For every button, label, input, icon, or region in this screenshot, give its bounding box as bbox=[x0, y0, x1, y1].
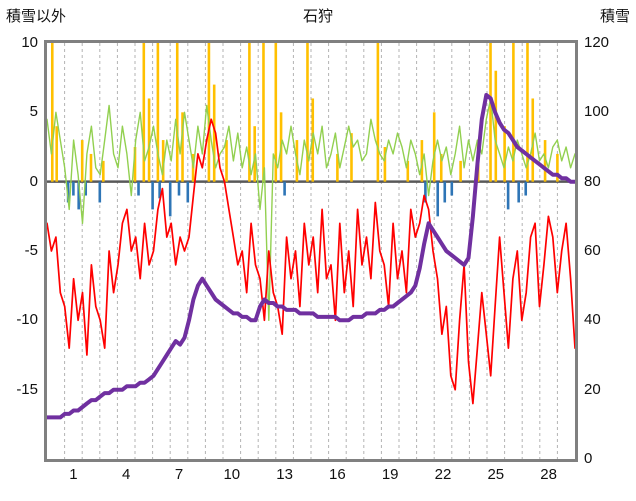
left-axis-tick-label: 0 bbox=[29, 172, 38, 190]
blue-bars-bar bbox=[98, 181, 102, 203]
orange-bars-bar bbox=[376, 43, 380, 182]
x-axis-tick-label: 13 bbox=[276, 466, 293, 483]
blue-bars-bar bbox=[443, 181, 447, 203]
right-axis-tick-label: 40 bbox=[584, 311, 601, 329]
orange-bars-bar bbox=[225, 140, 228, 182]
orange-bars-bar bbox=[406, 160, 410, 182]
orange-bars-bar bbox=[175, 43, 179, 182]
orange-bars-bar bbox=[207, 43, 211, 182]
right-axis-tick-label: 120 bbox=[584, 34, 610, 51]
blue-bars-bar bbox=[77, 181, 80, 210]
right-axis-tick-label: 80 bbox=[584, 172, 601, 190]
orange-bars-bar bbox=[55, 126, 58, 182]
left-axis-tick-label: 5 bbox=[29, 103, 38, 121]
blue-bars-bar bbox=[72, 181, 75, 196]
x-axis-tick-label: 25 bbox=[487, 466, 505, 483]
orange-bars-bar bbox=[102, 160, 105, 182]
orange-bars-bar bbox=[248, 43, 251, 182]
blue-bars-bar bbox=[151, 181, 154, 210]
orange-bars-bar bbox=[556, 153, 559, 182]
left-axis-tick-label: -15 bbox=[16, 380, 38, 398]
x-axis-tick-label: 22 bbox=[434, 466, 452, 483]
orange-bars-bar bbox=[133, 147, 137, 182]
left-axis-tick-label: -10 bbox=[16, 311, 38, 329]
blue-bars-bar bbox=[66, 181, 70, 203]
green-line bbox=[47, 97, 575, 321]
orange-bars-bar bbox=[432, 112, 436, 182]
orange-bars-bar bbox=[543, 140, 547, 182]
orange-bars-bar bbox=[439, 153, 443, 182]
left-axis-tick-label: -5 bbox=[24, 242, 38, 259]
blue-bars-bar bbox=[517, 181, 520, 203]
orange-bars-bar bbox=[274, 43, 278, 182]
orange-bars-bar bbox=[350, 133, 353, 182]
orange-bars-bar bbox=[50, 43, 54, 182]
x-axis-tick-label: 19 bbox=[381, 466, 399, 483]
orange-bars-bar bbox=[262, 43, 265, 182]
orange-bars-bar bbox=[531, 98, 535, 182]
blue-bars-bar bbox=[84, 181, 88, 196]
x-axis-tick-label: 4 bbox=[122, 466, 131, 483]
blue-bars-bar bbox=[524, 181, 528, 196]
x-axis-tick-label: 28 bbox=[540, 466, 557, 483]
orange-bars-bar bbox=[142, 43, 146, 182]
blue-bars-bar bbox=[186, 181, 190, 203]
red-line bbox=[47, 118, 575, 405]
blue-bars-bar bbox=[137, 181, 140, 196]
chart-plot-area bbox=[47, 43, 575, 459]
plot-frame bbox=[44, 40, 578, 462]
right-axis-tick-label: 0 bbox=[584, 450, 593, 467]
orange-bars-bar bbox=[512, 43, 515, 182]
orange-bars-bar bbox=[494, 70, 498, 182]
right-axis-tick-label: 20 bbox=[584, 380, 601, 398]
orange-bars-bar bbox=[526, 43, 529, 182]
orange-bars-bar bbox=[80, 140, 84, 182]
orange-bars-bar bbox=[306, 43, 309, 182]
orange-bars-bar bbox=[147, 98, 151, 182]
orange-bars-bar bbox=[420, 140, 424, 182]
orange-bars-bar bbox=[459, 160, 462, 182]
orange-bars-bar bbox=[212, 84, 216, 182]
right-axis-tick-label: 60 bbox=[584, 242, 601, 259]
chart-title: 石狩 bbox=[302, 8, 333, 25]
right-axis-tick-label: 100 bbox=[584, 103, 610, 121]
blue-bars-bar bbox=[283, 181, 286, 196]
left-axis-tick-label: 10 bbox=[21, 34, 38, 51]
orange-bars-bar bbox=[489, 43, 492, 182]
blue-bars-bar bbox=[450, 181, 454, 196]
x-axis-tick-label: 16 bbox=[329, 466, 346, 483]
orange-bars-bar bbox=[89, 153, 93, 182]
x-axis-tick-label: 1 bbox=[69, 466, 78, 483]
x-axis-tick-label: 10 bbox=[223, 466, 241, 483]
left-axis-title: 積雪以外 bbox=[6, 8, 67, 25]
orange-bars-bar bbox=[181, 112, 184, 182]
blue-bars-bar bbox=[177, 181, 181, 196]
purple-snow-depth-line bbox=[47, 93, 575, 420]
blue-bars-bar bbox=[424, 181, 427, 203]
blue-bars-bar bbox=[168, 181, 172, 217]
orange-bars-bar bbox=[383, 147, 387, 182]
x-axis-tick-label: 7 bbox=[174, 466, 184, 483]
orange-bars-bar bbox=[156, 43, 160, 182]
orange-bars-bar bbox=[336, 153, 339, 182]
right-axis-title: 積雪 bbox=[599, 8, 630, 25]
blue-bars-bar bbox=[506, 181, 510, 210]
orange-bars-bar bbox=[253, 126, 256, 182]
orange-bars-bar bbox=[503, 126, 506, 182]
orange-bars-bar bbox=[161, 140, 165, 182]
blue-bars-bar bbox=[436, 181, 440, 217]
blue-bars-bar bbox=[158, 181, 161, 199]
